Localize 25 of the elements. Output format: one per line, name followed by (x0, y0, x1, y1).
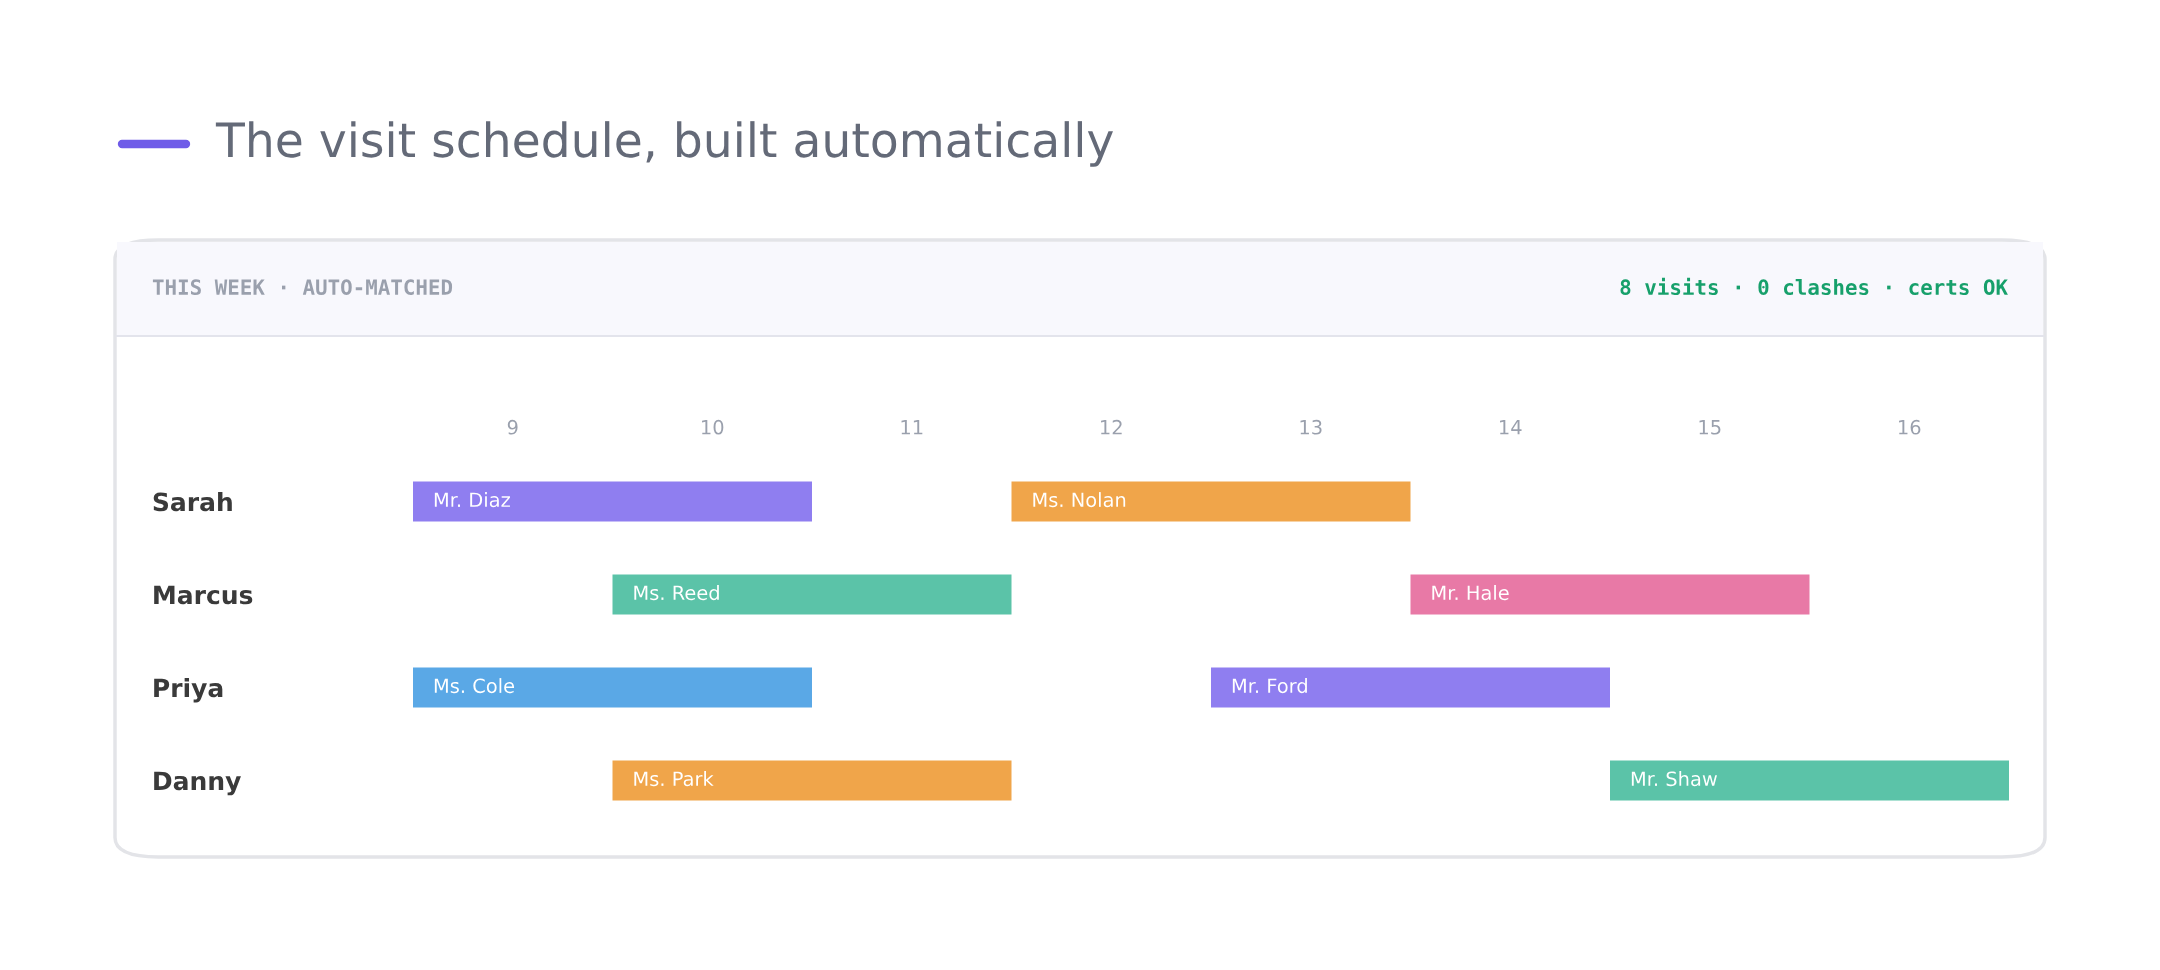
x-tick-label: 9 (507, 419, 518, 435)
bar (1410, 574, 1810, 615)
x-tick-label: 10 (702, 419, 724, 435)
x-tick-label: 11 (901, 420, 923, 435)
data-label: Ms. Park (634, 771, 714, 787)
x-tick-label: 16 (1899, 419, 1921, 435)
data-label: Ms. Reed (634, 585, 719, 601)
bar (413, 667, 812, 708)
data-label: Ms. Nolan (1033, 492, 1126, 508)
chart-subtitle: THIS WEEK · AUTO-MATCHED (152, 279, 453, 296)
y-tick-label: Priya (154, 678, 223, 703)
x-tick-label: 14 (1500, 420, 1522, 435)
y-tick-label: Marcus (154, 585, 253, 605)
text: 8 visits · 0 clashes · certs OK (1620, 277, 2008, 296)
x-tick-label: 12 (1101, 419, 1122, 435)
data-label: Mr. Shaw (1631, 771, 1717, 787)
data-label: Mr. Ford (1232, 678, 1307, 694)
x-tick-label: 15 (1699, 420, 1721, 435)
data-label: Mr. Hale (1432, 585, 1509, 601)
x-tick-label: 13 (1300, 419, 1322, 435)
y-tick-label: Danny (154, 771, 241, 796)
data-label: Ms. Cole (434, 678, 515, 694)
chart-title: The visit schedule, built automatically (215, 121, 1113, 167)
y-tick-label: Sarah (153, 492, 232, 512)
data-label: Mr. Diaz (434, 492, 510, 508)
